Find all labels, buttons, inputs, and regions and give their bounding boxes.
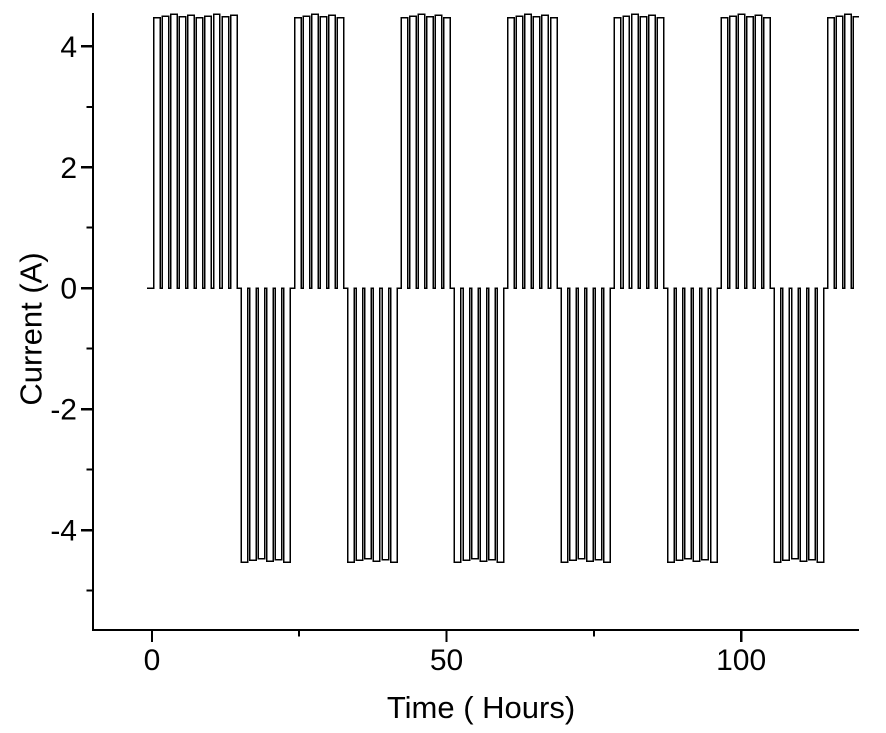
x-axis-label: Time ( Hours) [386, 690, 576, 725]
y-tick-label: -4 [50, 515, 77, 548]
y-axis-label: Current (A) [13, 252, 49, 406]
x-tick-label: 0 [144, 644, 161, 677]
y-tick-label: 0 [60, 273, 77, 306]
current-trace [147, 13, 859, 563]
y-tick-label: -2 [50, 394, 77, 427]
x-tick-label: 100 [716, 644, 766, 677]
x-tick-label: 50 [430, 644, 463, 677]
y-tick-label: 4 [60, 31, 77, 64]
y-tick-label: 2 [60, 152, 77, 185]
